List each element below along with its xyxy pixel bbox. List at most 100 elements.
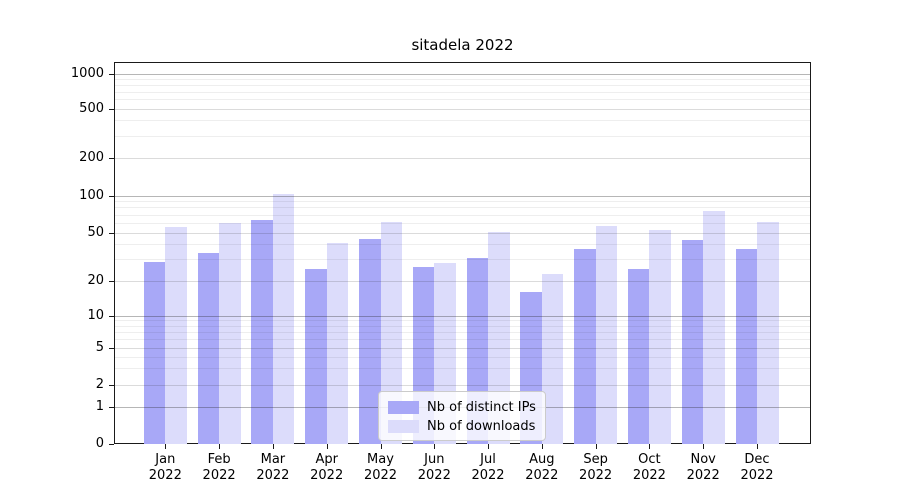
x-tick-year: 2022 [310,468,344,483]
x-tick-mark-jul [488,444,489,449]
gridline-600 [115,99,810,101]
gridline-5 [115,347,810,349]
x-axis-tick-label-may: May 2022 [349,452,413,484]
y-tick-mark-10 [109,316,114,317]
x-tick-year: 2022 [686,468,720,483]
legend-swatch-nb-of-downloads [388,419,419,433]
y-tick-mark-100 [109,196,114,197]
x-tick-mark-oct [649,444,651,449]
x-axis-tick-label-feb: Feb 2022 [187,452,251,484]
bar-nb-of-distinct-ips-may [359,238,381,444]
gridline-90 [115,201,810,203]
x-tick-year: 2022 [256,468,290,483]
gridline-9 [115,320,810,322]
gridline-400 [115,120,810,122]
gridline-40 [115,244,810,246]
gridline-8 [115,325,810,327]
x-axis-tick-label-jul: Jul 2022 [456,452,520,484]
x-tick-mark-apr [326,444,328,449]
y-axis-tick-label-20: 20 [87,273,104,288]
x-tick-year: 2022 [363,468,398,483]
x-axis-tick-label-oct: Oct 2022 [617,452,681,484]
y-tick-mark-200 [109,158,114,159]
x-tick-mark-aug [541,444,543,449]
x-tick-mark-jan [165,444,167,449]
x-tick-year: 2022 [579,468,613,483]
x-tick-month: Aug [529,452,555,467]
y-tick-mark-500 [109,109,114,110]
gridline-2 [115,384,810,386]
x-axis-tick-label-jan: Jan 2022 [133,452,197,484]
x-tick-year: 2022 [525,468,559,483]
x-tick-month: Feb [207,452,231,467]
gridline-30 [115,259,810,261]
bar-nb-of-downloads-aug [541,273,564,444]
x-tick-year: 2022 [740,468,774,483]
x-tick-month: Jul [480,452,496,467]
y-tick-mark-0 [109,444,114,445]
x-tick-mark-mar [272,444,274,449]
bar-nb-of-downloads-nov [703,211,725,444]
bar-nb-of-downloads-mar [272,193,295,444]
bar-nb-of-downloads-feb [219,223,241,444]
x-axis-tick-label-sep: Sep 2022 [564,452,628,484]
gridline-700 [115,91,810,93]
x-axis-tick-label-dec: Dec 2022 [725,452,789,484]
gridline-6 [115,339,810,341]
x-tick-mark-feb [219,444,221,449]
gridline-500 [115,108,810,110]
x-tick-month: Oct [638,452,661,467]
x-tick-year: 2022 [417,468,451,483]
bar-nb-of-downloads-jan [165,227,187,444]
gridline-200 [115,157,810,159]
legend-item: Nb of distinct IPs [388,399,536,415]
legend-label: Nb of distinct IPs [427,399,536,415]
x-tick-month: Nov [690,452,716,467]
x-tick-month: Jan [155,452,176,467]
gridline-300 [115,135,810,137]
x-tick-mark-sep [595,444,597,449]
x-tick-year: 2022 [148,468,182,483]
y-axis-tick-label-5: 5 [95,340,104,355]
gridline-900 [115,78,810,80]
bar-nb-of-distinct-ips-jan [143,261,166,444]
bar-nb-of-distinct-ips-apr [305,269,327,444]
y-axis-tick-label-200: 200 [79,150,104,165]
y-tick-mark-50 [109,233,114,234]
y-axis-tick-label-500: 500 [79,101,104,116]
x-tick-mark-dec [757,444,758,449]
x-axis-tick-label-jun: Jun 2022 [402,452,466,484]
y-axis-tick-label-0: 0 [95,436,104,451]
x-tick-month: Apr [315,452,338,467]
x-tick-month: May [367,452,394,467]
y-tick-mark-2 [109,385,114,386]
gridline-3 [115,368,810,370]
bar-nb-of-distinct-ips-sep [574,248,596,444]
y-axis-tick-label-50: 50 [87,225,104,240]
bar-nb-of-downloads-apr [326,243,349,444]
y-axis-tick-label-1000: 1000 [70,66,104,81]
gridline-800 [115,84,810,86]
gridline-60 [115,222,810,224]
x-tick-month: Jun [424,452,445,467]
x-tick-year: 2022 [471,468,505,483]
x-tick-month: Dec [744,452,770,467]
gridline-1000 [115,73,810,75]
bar-nb-of-downloads-oct [649,229,671,444]
x-tick-mark-may [380,444,382,449]
y-axis-tick-label-10: 10 [87,308,104,323]
bar-nb-of-distinct-ips-feb [197,253,220,444]
x-axis-tick-label-mar: Mar 2022 [241,452,305,484]
y-axis-tick-label-100: 100 [79,188,104,203]
x-tick-year: 2022 [632,468,666,483]
legend-label: Nb of downloads [427,418,536,434]
legend-item: Nb of downloads [388,418,536,434]
bar-nb-of-downloads-may [380,221,402,444]
x-tick-year: 2022 [202,468,236,483]
bar-nb-of-distinct-ips-oct [627,269,650,444]
gridline-20 [115,280,810,282]
gridline-70 [115,214,810,216]
gridline-80 [115,207,810,209]
y-axis-tick-label-2: 2 [95,377,104,392]
